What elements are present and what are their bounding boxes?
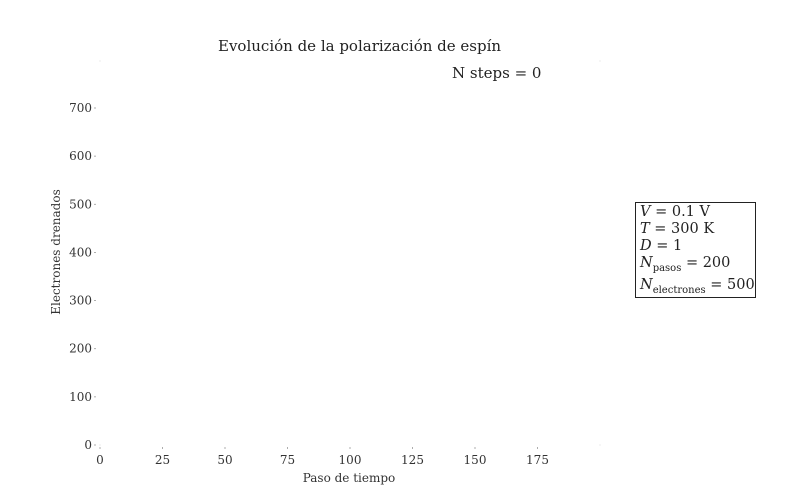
y-tick-label: 400 xyxy=(69,245,92,259)
param-n-electrones: Nelectrones = 500 xyxy=(640,276,755,296)
x-tick-label: 125 xyxy=(401,453,424,467)
param-n-pasos: Npasos = 200 xyxy=(640,255,731,274)
param-voltage: V = 0.1 V xyxy=(640,204,710,220)
x-tick-label: 50 xyxy=(217,453,232,467)
y-tick-label: 600 xyxy=(69,149,92,163)
param-d: D = 1 xyxy=(640,238,683,254)
x-tick-label: 0 xyxy=(96,453,104,467)
parameters-box: V = 0.1 V T = 300 K D = 1 Npasos = 200 N… xyxy=(635,202,756,298)
param-temperature: T = 300 K xyxy=(640,221,715,237)
frame-corner-1 xyxy=(599,60,601,62)
y-axis-label: Electrones drenados xyxy=(49,189,63,314)
frame-corner-0 xyxy=(99,60,101,62)
plot-area: 0 100 200 300 400 500 600 700 0 25 50 75 100 125 150 17… xyxy=(69,60,601,467)
x-axis-label: Paso de tiempo xyxy=(303,471,396,485)
x-tick-label: 100 xyxy=(339,453,362,467)
chart-title: Evolución de la polarización de espín xyxy=(218,37,501,55)
y-tick-label: 700 xyxy=(69,101,92,115)
frame-corner-3 xyxy=(599,444,601,446)
x-tick-label: 25 xyxy=(155,453,170,467)
frame-corner-2 xyxy=(99,444,101,446)
y-tick-label: 200 xyxy=(69,342,92,356)
y-tick-label: 500 xyxy=(69,197,92,211)
y-tick-label: 300 xyxy=(69,294,92,308)
chart-subtitle: N steps = 0 xyxy=(452,64,541,82)
x-tick-label: 150 xyxy=(464,453,487,467)
x-tick-label: 75 xyxy=(280,453,295,467)
x-tick-label: 175 xyxy=(526,453,549,467)
y-tick-label: 0 xyxy=(84,438,92,452)
y-tick-label: 100 xyxy=(69,390,92,404)
